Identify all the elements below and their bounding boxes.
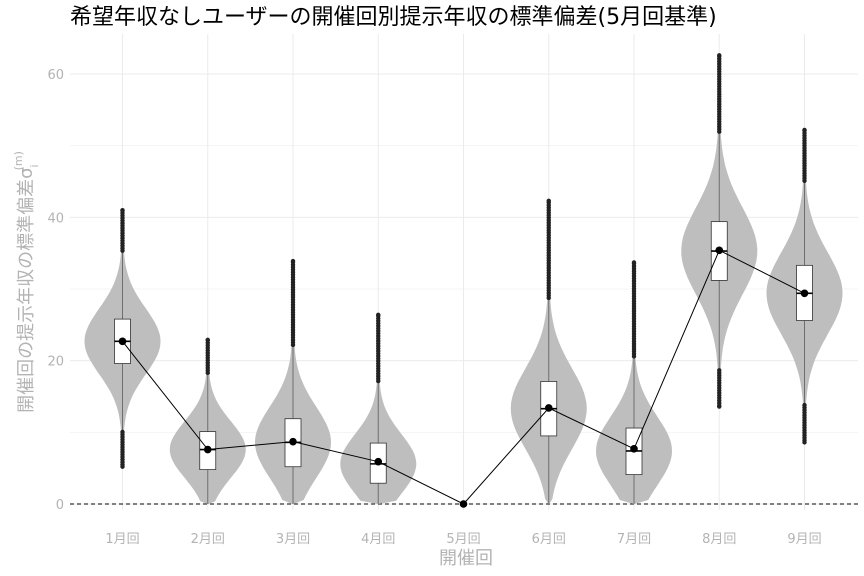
mean-point-4: [374, 457, 383, 466]
mean-point-9: [800, 289, 809, 298]
mean-point-6: [544, 404, 553, 412]
mean-line: [118, 246, 809, 508]
outlier-point: [802, 127, 807, 133]
y-tick-label: 20: [47, 355, 64, 370]
outlier-point: [290, 258, 296, 264]
outlier-point: [546, 198, 551, 204]
y-axis-title-subscript: i: [28, 164, 41, 167]
y-tick-label: 60: [47, 68, 64, 83]
chart-title: 希望年収なしユーザーの開催回別提示年収の標準偏差(5月回基準): [70, 5, 717, 30]
x-tick-label: 9月回: [787, 532, 821, 547]
mean-point-3: [289, 437, 297, 446]
x-axis-title: 開催回: [439, 548, 493, 569]
outlier-point: [631, 260, 637, 265]
outlier-point: [717, 404, 722, 409]
x-tick-label: 3月回: [276, 532, 310, 547]
mean-point-7: [630, 445, 638, 453]
outlier-point: [717, 53, 722, 58]
mean-point-2: [203, 445, 212, 454]
y-axis-title-main: 開催回の提示年収の標準偏差σ: [16, 167, 37, 412]
outlier-point: [205, 337, 210, 343]
x-tick-label: 2月回: [191, 532, 225, 547]
x-tick-label: 6月回: [532, 532, 566, 547]
mean-point-1: [118, 337, 127, 346]
y-tick-label: 0: [56, 498, 64, 513]
x-tick-label: 5月回: [446, 532, 480, 547]
outlier-point: [802, 440, 807, 445]
outlier-point: [120, 464, 125, 469]
y-axis-title-group: 開催回の提示年収の標準偏差σi(m): [12, 151, 41, 413]
mean-point-8: [715, 246, 724, 255]
x-tick-labels: 1月回 2月回 3月回 4月回 5月回 6月回 7月回 8月回 9月回: [105, 532, 821, 547]
x-tick-label: 4月回: [361, 532, 395, 547]
y-axis-title: 開催回の提示年収の標準偏差σi(m): [12, 151, 41, 413]
y-tick-labels: 0 20 40 60: [47, 68, 64, 513]
y-axis-title-superscript: (m): [12, 151, 25, 170]
x-tick-label: 8月回: [702, 532, 736, 547]
y-tick-label: 40: [47, 211, 64, 226]
mean-point-5: [459, 500, 468, 508]
outlier-point: [376, 312, 381, 317]
x-tick-label: 7月回: [617, 532, 651, 547]
x-tick-label: 1月回: [105, 532, 139, 547]
outlier-point: [120, 207, 125, 213]
